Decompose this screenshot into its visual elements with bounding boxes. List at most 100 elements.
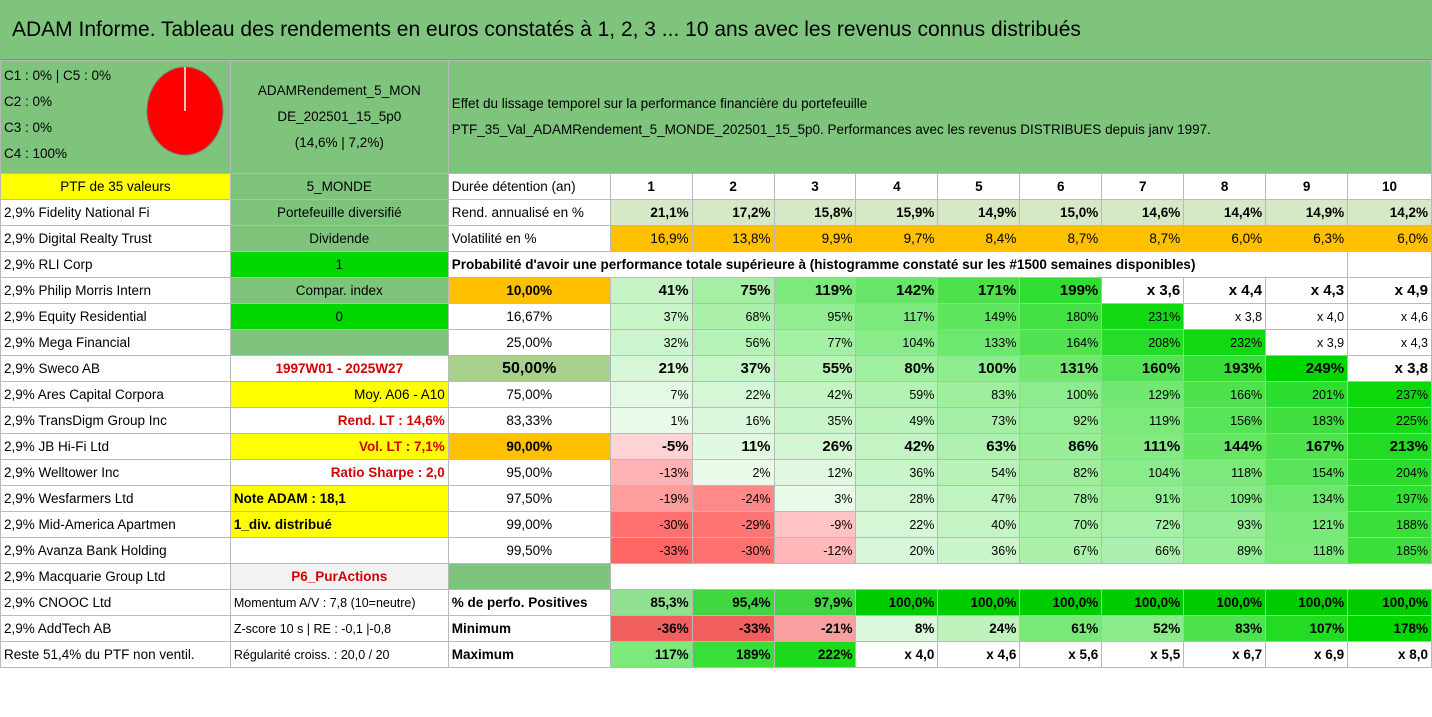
holding-name: 2,9% CNOOC Ltd (0, 589, 231, 616)
table-row: 2,9% Philip Morris Intern Compar. index 10… (0, 277, 1432, 304)
minimum-value: -36% (609, 615, 693, 642)
proba-value: 22% (855, 511, 939, 538)
table-row: Reste 51,4% du PTF non ventil. Régularité… (0, 641, 1432, 668)
percentile-label: 25,00% (447, 329, 611, 356)
proba-value: 166% (1183, 381, 1267, 408)
empty-cell (1347, 251, 1432, 278)
rend-value: 17,2% (691, 199, 775, 226)
proba-value: 37% (609, 303, 693, 330)
percentile-label: 50,00% (447, 355, 611, 382)
vol-value: 8,7% (1101, 225, 1185, 252)
proba-value: x 4,4 (1183, 277, 1267, 304)
proba-value: 213% (1347, 433, 1432, 460)
positives-value: 100,0% (1347, 589, 1432, 616)
positives-value: 100,0% (1265, 589, 1349, 616)
positives-value: 100,0% (1101, 589, 1185, 616)
proba-value: 26% (773, 433, 857, 460)
percentile-label: 95,00% (447, 459, 611, 486)
holding-name: 2,9% Mega Financial (0, 329, 231, 356)
table-row: 2,9% TransDigm Group Inc Rend. LT : 14,6%… (0, 407, 1432, 434)
positives-value: 100,0% (937, 589, 1021, 616)
allocation-pie-chart (146, 66, 224, 156)
rend-value: 14,2% (1347, 199, 1432, 226)
info-cell: 1997W01 - 2025W27 (229, 355, 449, 382)
proba-value: x 3,9 (1265, 329, 1349, 356)
positives-value: 100,0% (1019, 589, 1103, 616)
proba-value: 134% (1265, 485, 1349, 512)
holding-name: 2,9% RLI Corp (0, 251, 231, 278)
table-row: 2,9% Sweco AB 1997W01 - 2025W27 50,00% 21% 3… (0, 355, 1432, 382)
table-row: 2,9% Avanza Bank Holding 99,50% -33% -30% -1… (0, 537, 1432, 564)
proba-value: x 3,8 (1347, 355, 1432, 382)
holding-name: 2,9% Fidelity National Fi (0, 199, 231, 226)
proba-value: x 4,6 (1347, 303, 1432, 330)
table-row: 2,9% Welltower Inc Ratio Sharpe : 2,0 95,0… (0, 459, 1432, 486)
rend-value: 14,4% (1183, 199, 1267, 226)
portfolio-name-cell: ADAMRendement_5_MON DE_202501_15_5p0 (14… (229, 60, 449, 174)
proba-value: 117% (855, 303, 939, 330)
vol-value: 8,4% (937, 225, 1021, 252)
vol-value: 9,7% (855, 225, 939, 252)
year-header: 7 (1101, 173, 1185, 200)
portfolio-name-line2: DE_202501_15_5p0 (277, 109, 402, 124)
rend-value: 14,9% (937, 199, 1021, 226)
portfolio-name-line3: (14,6% | 7,2%) (294, 135, 384, 150)
holding-name: 2,9% Digital Realty Trust (0, 225, 231, 252)
proba-value: -5% (609, 433, 693, 460)
proba-value: 32% (609, 329, 693, 356)
vol-value: 13,8% (691, 225, 775, 252)
info-cell: Z-score 10 s | RE : -0,1 |-0,8 (229, 615, 449, 642)
percentile-label: 16,67% (447, 303, 611, 330)
info-cell: Momentum A/V : 7,8 (10=neutre) (229, 589, 449, 616)
proba-value: 167% (1265, 433, 1349, 460)
info-cell: Vol. LT : 7,1% (229, 433, 449, 460)
proba-value: 7% (609, 381, 693, 408)
proba-value: 149% (937, 303, 1021, 330)
minimum-value: -21% (773, 615, 857, 642)
vol-value: 8,7% (1019, 225, 1103, 252)
table-row: 2,9% Wesfarmers Ltd Note ADAM : 18,1 97,50… (0, 485, 1432, 512)
table-row: 2,9% RLI Corp 1 Probabilité d'avoir une pe… (0, 251, 1432, 278)
proba-value: 232% (1183, 329, 1267, 356)
proba-value: -30% (609, 511, 693, 538)
maximum-value: x 4,6 (937, 641, 1021, 668)
vol-value: 6,3% (1265, 225, 1349, 252)
vol-label: Volatilité en % (447, 225, 611, 252)
info-cell: Ratio Sharpe : 2,0 (229, 459, 449, 486)
proba-value: 185% (1347, 537, 1432, 564)
proba-value: 133% (937, 329, 1021, 356)
vol-value: 6,0% (1347, 225, 1432, 252)
proba-value: 70% (1019, 511, 1103, 538)
proba-value: x 3,6 (1101, 277, 1185, 304)
holding-name: 2,9% Ares Capital Corpora (0, 381, 231, 408)
positives-value: 95,4% (691, 589, 775, 616)
header-text-line1: Effet du lissage temporel sur la perform… (451, 96, 868, 111)
proba-value: -9% (773, 511, 857, 538)
proba-value: 22% (691, 381, 775, 408)
positives-label: % de perfo. Positives (447, 589, 611, 616)
table-row: 2,9% Ares Capital Corpora Moy. A06 - A10 7… (0, 381, 1432, 408)
ptf-label: PTF de 35 valeurs (0, 173, 231, 200)
header-text-line2: PTF_35_Val_ADAMRendement_5_MONDE_202501_… (451, 122, 1211, 137)
proba-value: x 3,8 (1183, 303, 1267, 330)
proba-value: 77% (773, 329, 857, 356)
proba-value: 91% (1101, 485, 1185, 512)
proba-value: 154% (1265, 459, 1349, 486)
table-row: 2,9% AddTech AB Z-score 10 s | RE : -0,1 … (0, 615, 1432, 642)
positives-value: 100,0% (855, 589, 939, 616)
percentile-label: 83,33% (447, 407, 611, 434)
proba-value: 119% (1101, 407, 1185, 434)
proba-value: 37% (691, 355, 775, 382)
proba-value: x 4,9 (1347, 277, 1432, 304)
info-cell: Rend. LT : 14,6% (229, 407, 449, 434)
year-header: 10 (1347, 173, 1432, 200)
holding-name: 2,9% Welltower Inc (0, 459, 231, 486)
proba-value: 142% (855, 277, 939, 304)
proba-value: 49% (855, 407, 939, 434)
proba-value: 80% (855, 355, 939, 382)
vol-value: 6,0% (1183, 225, 1267, 252)
info-cell: 1 (229, 251, 449, 278)
proba-value: 2% (691, 459, 775, 486)
proba-value: 55% (773, 355, 857, 382)
info-cell (229, 329, 449, 356)
